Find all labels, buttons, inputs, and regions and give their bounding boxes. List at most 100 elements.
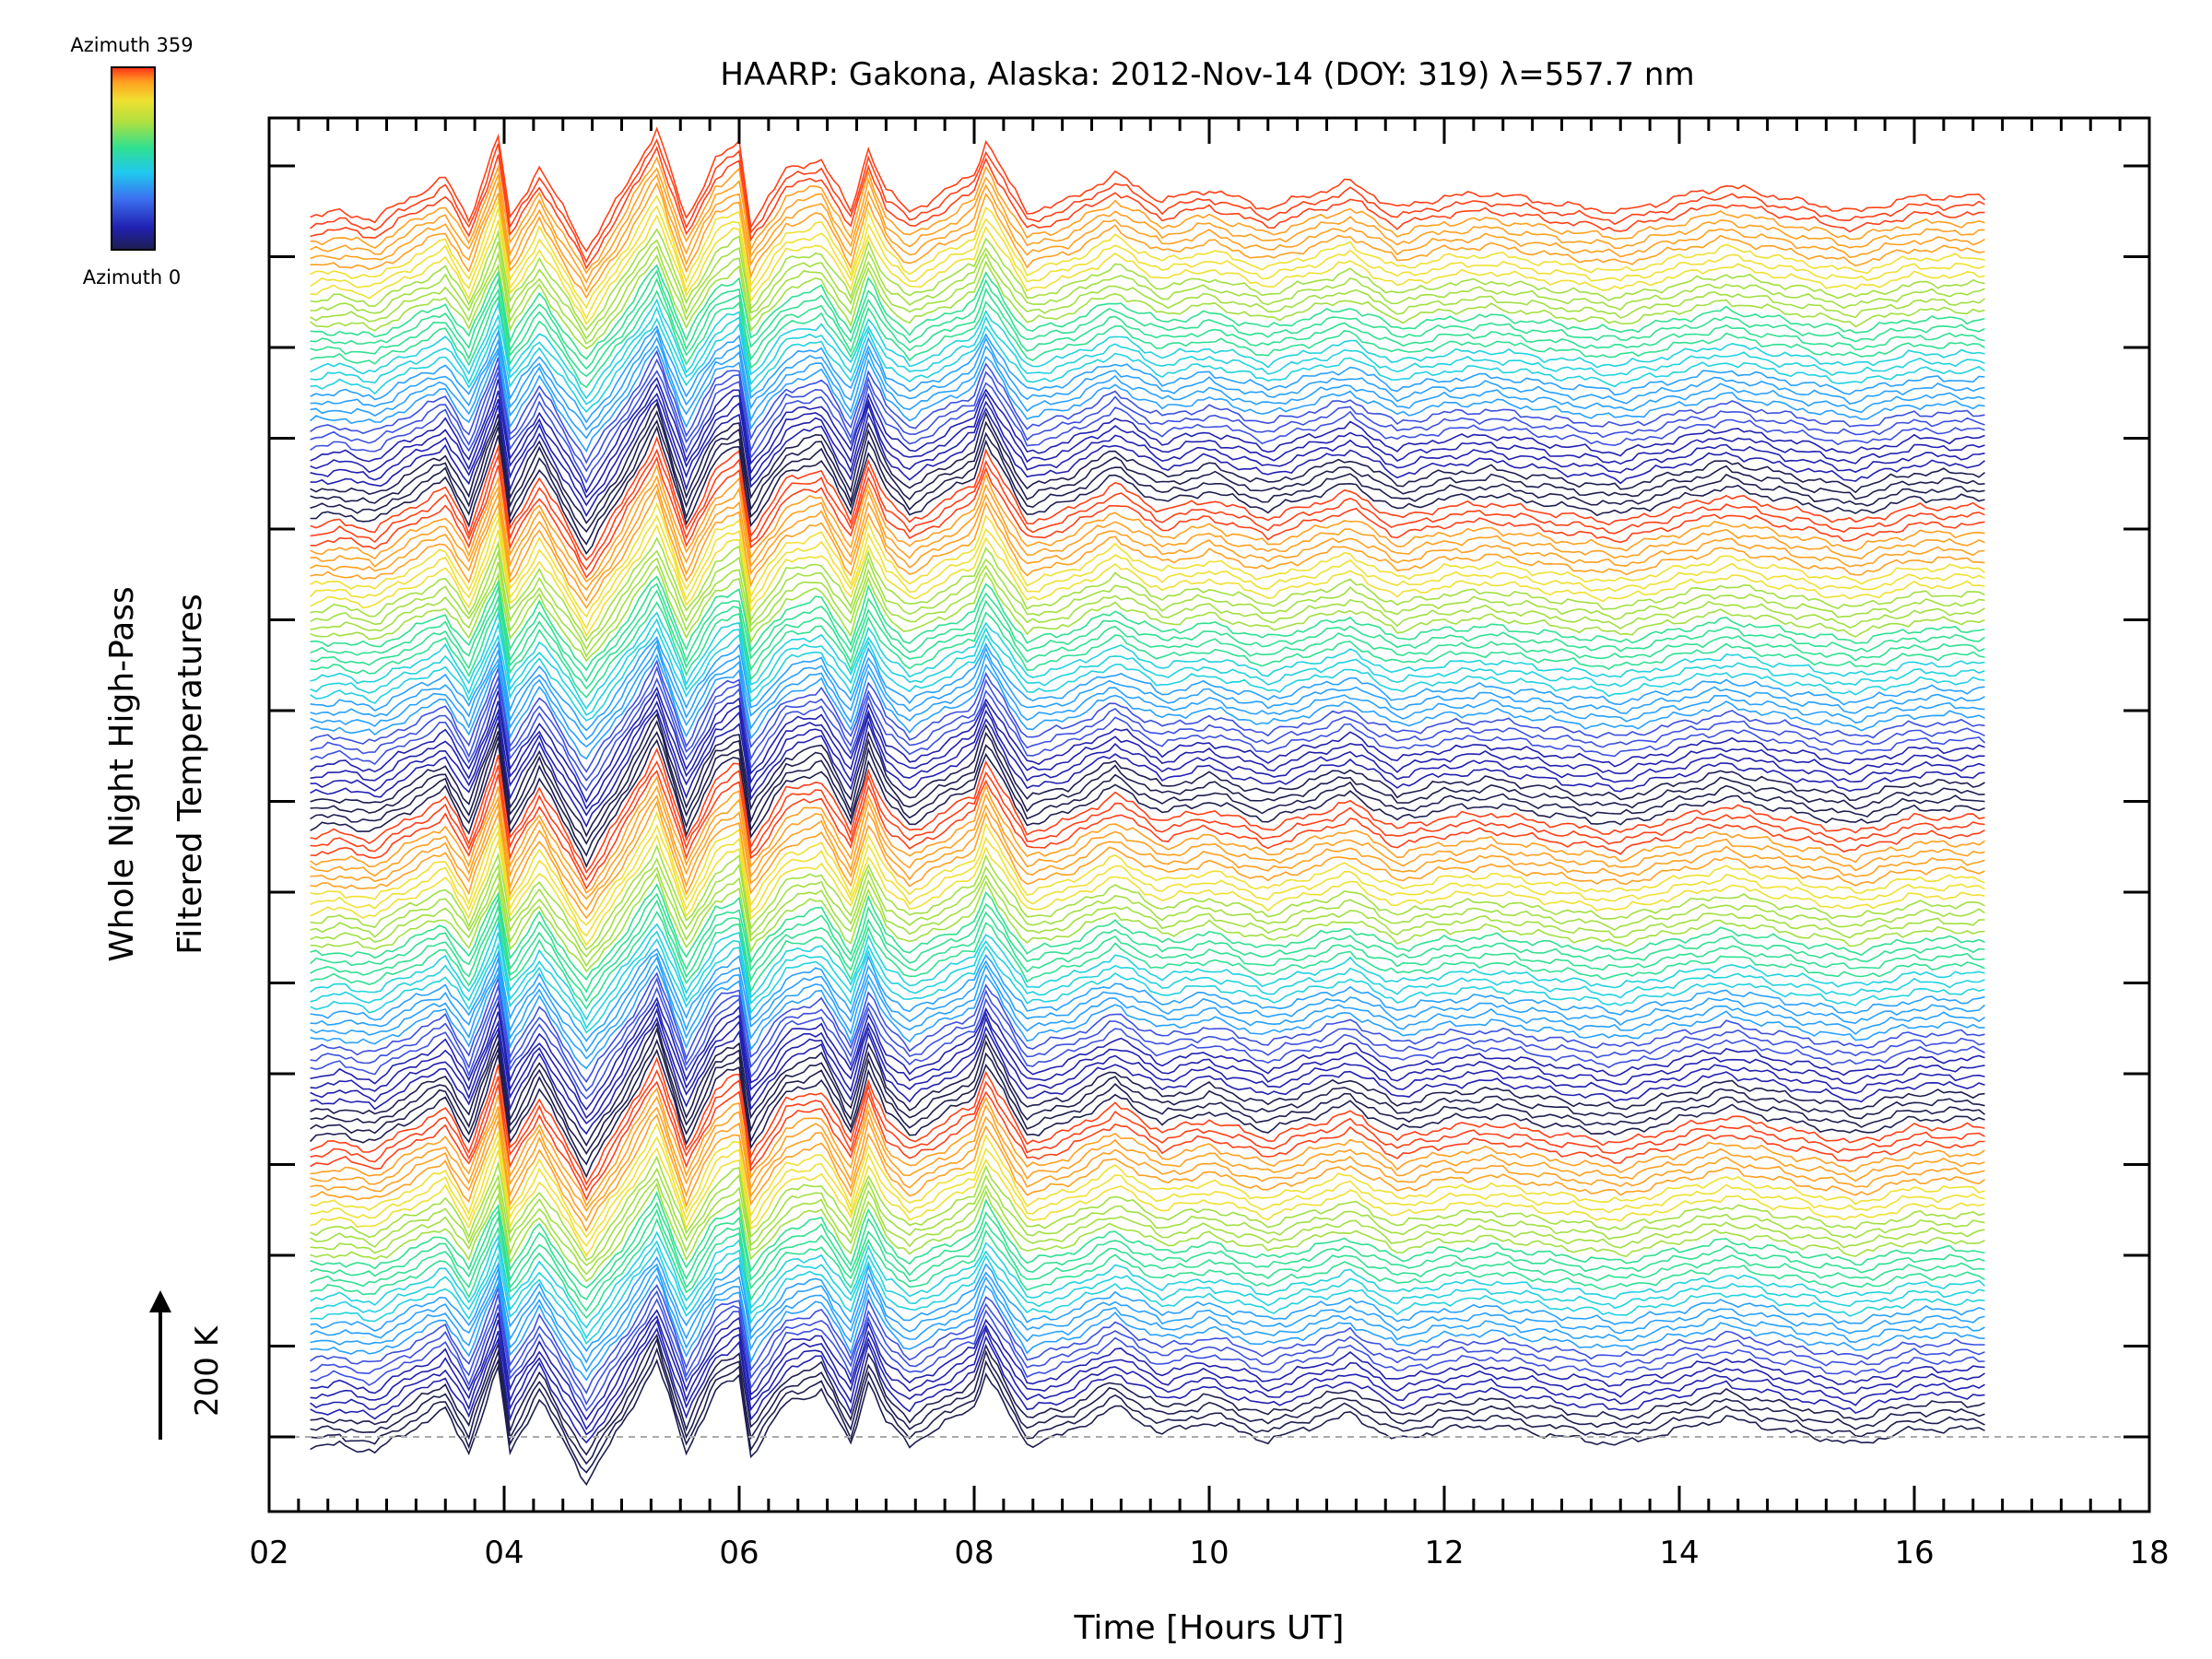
azimuth-trace bbox=[310, 264, 1985, 360]
x-tick-label: 02 bbox=[249, 1535, 288, 1571]
azimuth-trace bbox=[310, 956, 1985, 1060]
azimuth-trace bbox=[310, 759, 1985, 881]
azimuth-trace bbox=[310, 464, 1985, 583]
azimuth-trace bbox=[310, 1337, 1985, 1465]
azimuth-trace bbox=[310, 686, 1985, 804]
azimuth-trace bbox=[310, 1113, 1985, 1232]
azimuth-trace bbox=[310, 700, 1985, 817]
azimuth-trace bbox=[310, 156, 1985, 275]
azimuth-trace bbox=[310, 601, 1985, 699]
azimuth-trace bbox=[310, 865, 1985, 968]
azimuth-trace bbox=[310, 1289, 1985, 1406]
azimuth-trace bbox=[310, 892, 1985, 994]
azimuth-trace bbox=[310, 610, 1985, 710]
azimuth-trace bbox=[310, 254, 1985, 350]
azimuth-trace bbox=[310, 277, 1985, 378]
azimuth-trace bbox=[310, 1314, 1985, 1430]
azimuth-trace bbox=[310, 489, 1985, 609]
azimuth-trace bbox=[310, 883, 1985, 981]
azimuth-trace bbox=[310, 205, 1985, 321]
azimuth-trace bbox=[310, 182, 1985, 300]
scale-bar-label: 200 K bbox=[189, 1324, 226, 1417]
azimuth-trace bbox=[310, 194, 1985, 310]
azimuth-trace bbox=[310, 1001, 1985, 1120]
scale-bar: 200 K bbox=[149, 1290, 226, 1440]
azimuth-trace bbox=[310, 1208, 1985, 1312]
azimuth-trace bbox=[310, 455, 1985, 579]
azimuth-trace bbox=[310, 228, 1985, 332]
x-axis-label: Time [Hours UT] bbox=[1074, 1609, 1345, 1647]
azimuth-trace bbox=[310, 514, 1985, 630]
azimuth-trace bbox=[310, 857, 1985, 959]
azimuth-trace bbox=[310, 810, 1985, 926]
azimuth-trace bbox=[310, 1298, 1985, 1412]
colorbar-gradient bbox=[111, 66, 156, 251]
azimuth-trace bbox=[310, 720, 1985, 845]
colorbar: Azimuth 359 Azimuth 0 bbox=[70, 34, 193, 288]
azimuth-trace bbox=[310, 392, 1985, 507]
azimuth-trace bbox=[310, 1122, 1985, 1239]
azimuth-trace bbox=[310, 214, 1985, 325]
azimuth-trace bbox=[310, 738, 1985, 868]
azimuth-trace bbox=[310, 1155, 1985, 1262]
azimuth-trace bbox=[310, 952, 1986, 1053]
azimuth-trace bbox=[310, 382, 1985, 500]
azimuth-trace bbox=[310, 582, 1985, 683]
azimuth-trace bbox=[310, 784, 1985, 900]
azimuth-trace bbox=[310, 1284, 1985, 1394]
azimuth-trace bbox=[310, 659, 1985, 773]
azimuth-trace bbox=[310, 977, 1985, 1092]
azimuth-trace bbox=[310, 947, 1985, 1042]
azimuth-trace bbox=[310, 910, 1985, 1010]
azimuth-trace bbox=[310, 317, 1985, 413]
azimuth-trace bbox=[310, 921, 1985, 1021]
azimuth-trace bbox=[310, 536, 1985, 642]
azimuth-trace bbox=[310, 1087, 1985, 1207]
azimuth-trace bbox=[310, 1246, 1985, 1346]
trace-group bbox=[310, 126, 1986, 1487]
azimuth-trace bbox=[310, 1017, 1985, 1135]
azimuth-trace bbox=[310, 1263, 1985, 1364]
axis-ticks bbox=[267, 118, 2151, 1512]
azimuth-trace bbox=[310, 564, 1985, 663]
azimuth-trace bbox=[310, 1056, 1985, 1186]
azimuth-trace bbox=[310, 589, 1985, 690]
azimuth-trace bbox=[310, 146, 1985, 270]
azimuth-trace bbox=[310, 1048, 1985, 1179]
azimuth-trace bbox=[310, 653, 1985, 760]
azimuth-trace bbox=[310, 639, 1985, 741]
azimuth-trace bbox=[310, 418, 1985, 546]
azimuth-trace bbox=[310, 1230, 1986, 1329]
azimuth-trace bbox=[310, 549, 1985, 651]
azimuth-trace bbox=[310, 126, 1986, 253]
azimuth-trace bbox=[310, 1327, 1985, 1444]
azimuth-trace bbox=[310, 1309, 1985, 1421]
azimuth-trace bbox=[310, 1177, 1985, 1276]
azimuth-trace bbox=[310, 324, 1985, 424]
x-tick-label: 18 bbox=[2129, 1535, 2169, 1571]
x-tick-label: 04 bbox=[484, 1535, 524, 1571]
azimuth-trace bbox=[310, 269, 1985, 371]
azimuth-trace bbox=[310, 501, 1985, 618]
azimuth-trace bbox=[310, 824, 1985, 937]
azimuth-trace bbox=[310, 1333, 1985, 1456]
azimuth-trace bbox=[310, 1027, 1985, 1156]
azimuth-trace bbox=[310, 627, 1985, 722]
azimuth-trace bbox=[310, 1068, 1985, 1192]
azimuth-trace bbox=[310, 996, 1985, 1112]
azimuth-trace bbox=[310, 872, 1985, 973]
x-tick-label: 06 bbox=[719, 1535, 759, 1571]
azimuth-trace bbox=[310, 448, 1985, 571]
y-axis-label-line1: Whole Night High-Pass bbox=[103, 586, 141, 962]
azimuth-trace bbox=[310, 1347, 1985, 1474]
azimuth-trace bbox=[310, 1255, 1985, 1352]
azimuth-trace bbox=[310, 1038, 1985, 1166]
azimuth-trace bbox=[310, 1007, 1985, 1125]
x-tick-label: 12 bbox=[1424, 1535, 1464, 1571]
x-tick-label: 14 bbox=[1659, 1535, 1699, 1571]
azimuth-trace bbox=[310, 747, 1985, 874]
azimuth-trace bbox=[310, 937, 1985, 1034]
colorbar-top-label: Azimuth 359 bbox=[70, 34, 193, 56]
azimuth-trace bbox=[310, 1147, 1985, 1257]
